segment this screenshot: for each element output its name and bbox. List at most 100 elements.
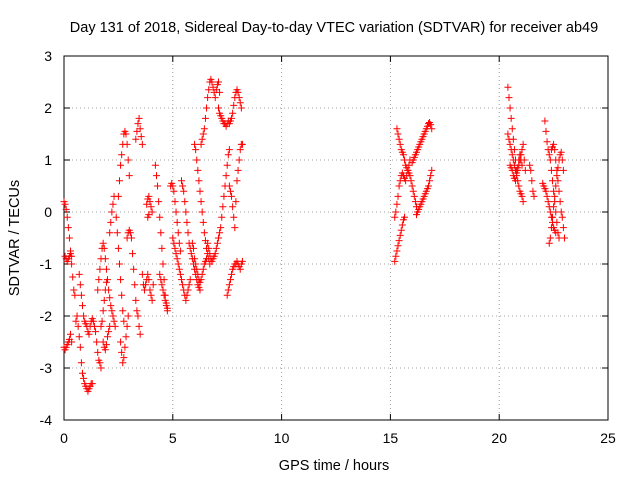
data-point bbox=[156, 213, 164, 221]
data-point bbox=[179, 281, 187, 289]
data-point bbox=[100, 244, 108, 252]
data-point bbox=[204, 239, 212, 247]
data-point bbox=[222, 172, 230, 180]
data-point bbox=[205, 244, 213, 252]
data-point bbox=[159, 286, 167, 294]
data-point bbox=[512, 177, 520, 185]
chart-title: Day 131 of 2018, Sidereal Day-to-day VTE… bbox=[70, 20, 598, 36]
data-point bbox=[146, 198, 154, 206]
data-point bbox=[542, 127, 550, 135]
data-point bbox=[70, 286, 78, 294]
data-point bbox=[180, 187, 188, 195]
series-sat-e bbox=[94, 239, 119, 330]
data-point bbox=[74, 322, 82, 330]
data-point bbox=[93, 338, 101, 346]
data-point bbox=[230, 101, 238, 109]
series-sat-d bbox=[75, 270, 105, 372]
data-point bbox=[170, 239, 178, 247]
data-point bbox=[98, 317, 106, 325]
data-point bbox=[211, 250, 219, 258]
data-point bbox=[407, 177, 415, 185]
x-tick-labels: 0 5 10 15 20 25 bbox=[60, 430, 616, 446]
data-point bbox=[122, 130, 130, 138]
data-point bbox=[132, 135, 140, 143]
data-point bbox=[63, 213, 71, 221]
data-point bbox=[556, 198, 564, 206]
data-point bbox=[401, 213, 409, 221]
series-sat-af bbox=[506, 151, 526, 185]
data-point bbox=[124, 312, 132, 320]
data-point bbox=[559, 166, 567, 174]
series-sat-k bbox=[138, 270, 157, 304]
data-point bbox=[559, 224, 567, 232]
data-point bbox=[549, 213, 557, 221]
y-tick-label: -1 bbox=[40, 256, 53, 272]
data-point bbox=[204, 94, 212, 102]
series-sat-m bbox=[151, 161, 171, 312]
data-point bbox=[543, 138, 551, 146]
data-point bbox=[176, 247, 184, 255]
series-sat-j bbox=[132, 114, 146, 148]
data-point bbox=[71, 291, 79, 299]
series-sat-u bbox=[204, 146, 233, 265]
series-sat-ab bbox=[408, 119, 436, 167]
data-point bbox=[212, 244, 220, 252]
data-point bbox=[231, 224, 239, 232]
data-point bbox=[186, 276, 194, 284]
data-point bbox=[518, 192, 526, 200]
x-axis-label: GPS time / hours bbox=[279, 458, 389, 474]
series-sat-aa bbox=[393, 125, 421, 211]
data-point bbox=[119, 359, 127, 367]
data-point bbox=[125, 172, 133, 180]
data-point bbox=[504, 83, 512, 91]
data-point bbox=[394, 242, 402, 250]
series-sat-y bbox=[391, 213, 409, 265]
data-point bbox=[101, 255, 109, 263]
data-point bbox=[506, 104, 514, 112]
data-point bbox=[545, 151, 553, 159]
data-point bbox=[508, 125, 516, 133]
data-point bbox=[102, 341, 110, 349]
data-point bbox=[107, 302, 115, 310]
data-point bbox=[134, 312, 142, 320]
data-point bbox=[513, 172, 521, 180]
data-point bbox=[223, 161, 231, 169]
series-sat-aj bbox=[545, 148, 567, 247]
data-point bbox=[61, 200, 69, 208]
data-point bbox=[226, 276, 234, 284]
data-point bbox=[75, 270, 83, 278]
data-point bbox=[129, 250, 137, 258]
x-tick-label: 5 bbox=[169, 430, 177, 446]
data-point bbox=[154, 182, 162, 190]
data-point bbox=[120, 317, 128, 325]
data-point bbox=[131, 281, 139, 289]
data-point bbox=[151, 161, 159, 169]
data-point bbox=[197, 140, 205, 148]
data-point bbox=[396, 231, 404, 239]
data-point bbox=[226, 187, 234, 195]
data-point bbox=[518, 146, 526, 154]
data-point bbox=[203, 104, 211, 112]
data-point bbox=[542, 187, 550, 195]
data-point bbox=[174, 229, 182, 237]
data-point bbox=[94, 348, 102, 356]
data-point bbox=[135, 114, 143, 122]
data-point bbox=[237, 104, 245, 112]
data-point bbox=[546, 208, 554, 216]
data-point bbox=[104, 333, 112, 341]
data-point bbox=[527, 166, 535, 174]
data-point bbox=[219, 203, 227, 211]
data-point bbox=[90, 322, 98, 330]
data-point bbox=[156, 270, 164, 278]
data-point bbox=[199, 130, 207, 138]
data-point bbox=[162, 302, 170, 310]
data-point bbox=[179, 182, 187, 190]
data-point bbox=[526, 161, 534, 169]
data-point bbox=[136, 330, 144, 338]
data-point bbox=[519, 140, 527, 148]
x-tick-label: 20 bbox=[491, 430, 507, 446]
y-tick-label: -2 bbox=[40, 308, 53, 324]
data-point bbox=[200, 229, 208, 237]
y-tick-label: -3 bbox=[40, 360, 53, 376]
data-point bbox=[189, 244, 197, 252]
